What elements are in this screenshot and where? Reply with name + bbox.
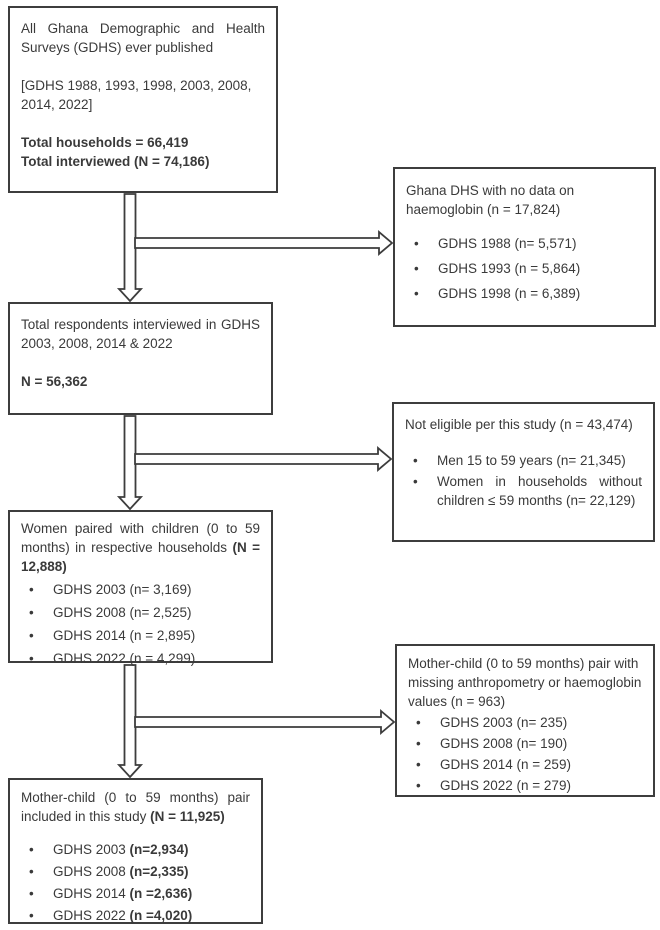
list-item: • GDHS 2003 (n=2,934)	[21, 840, 250, 859]
list-item: • GDHS 2014 (n =2,636)	[21, 884, 250, 903]
list-item-text: GDHS 2014 (n = 2,895)	[53, 628, 196, 643]
list-item: • GDHS 2014 (n = 259)	[408, 755, 642, 774]
list-item-text: GDHS 1993 (n = 5,864)	[438, 261, 581, 276]
list-item-text: GDHS 2022 (n = 279)	[440, 778, 571, 793]
box-paragraph: Not eligible per this study (n = 43,474)	[405, 417, 633, 432]
bullet-icon: •	[29, 651, 34, 666]
box-paragraph: Women paired with children (0 to 59 mont…	[21, 519, 260, 576]
right-arrow-2	[134, 446, 393, 472]
list-item-text: GDHS 2008	[53, 864, 130, 879]
list-item: • Women in households without children ≤ …	[405, 472, 642, 510]
list-item-text: GDHS 2003 (n= 235)	[440, 715, 568, 730]
right-arrow-3	[134, 709, 396, 735]
list-item-text: GDHS 1998 (n = 6,389)	[438, 286, 581, 301]
bullet-icon: •	[416, 778, 421, 793]
survey-years-line: [GDHS 1988, 1993, 1998, 2003, 2008, 2014…	[21, 78, 252, 112]
bullet-icon: •	[29, 908, 34, 923]
list-item-text: GDHS 2014 (n = 259)	[440, 757, 571, 772]
bullet-list: • GDHS 1988 (n= 5,571) • GDHS 1993 (n = 5,…	[406, 234, 643, 303]
bullet-icon: •	[414, 286, 419, 301]
paragraph-text: Women paired with children (0 to 59 mont…	[21, 521, 260, 555]
bullet-icon: •	[29, 582, 34, 597]
list-item: • GDHS 1998 (n = 6,389)	[406, 284, 643, 303]
box-included-in-study: Mother-child (0 to 59 months) pair inclu…	[8, 778, 263, 924]
list-item-text: GDHS 2022 (n = 4,299)	[53, 651, 196, 666]
box-no-haemoglobin-data: Ghana DHS with no data on haemoglobin (n…	[393, 167, 656, 327]
box-paragraph: Mother-child (0 to 59 months) pair inclu…	[21, 788, 250, 826]
list-item: • GDHS 2022 (n =4,020)	[21, 906, 250, 925]
box-all-gdhs-surveys: All Ghana Demographic and Health Surveys…	[8, 6, 278, 193]
list-item-text: Men 15 to 59 years (n= 21,345)	[437, 453, 626, 468]
list-item-text: GDHS 2022	[53, 908, 130, 923]
total-households-line: Total households = 66,419	[21, 135, 189, 150]
list-item: • GDHS 2008 (n= 190)	[408, 734, 642, 753]
box-not-eligible: Not eligible per this study (n = 43,474)…	[392, 402, 655, 542]
box-paragraph: Total respondents interviewed in GDHS 20…	[21, 317, 260, 351]
bullet-list: • Men 15 to 59 years (n= 21,345) • Women i…	[405, 451, 642, 510]
list-item: • GDHS 1993 (n = 5,864)	[406, 259, 643, 278]
list-item-count: (n=2,335)	[129, 864, 189, 879]
list-item-count: (n =2,636)	[129, 886, 193, 901]
box-missing-values: Mother-child (0 to 59 months) pair with …	[395, 644, 655, 797]
bullet-list: • GDHS 2003 (n=2,934) • GDHS 2008 (n=2,335…	[21, 840, 250, 925]
bullet-icon: •	[29, 605, 34, 620]
box-paragraph: Mother-child (0 to 59 months) pair with …	[408, 656, 642, 709]
bullet-icon: •	[414, 236, 419, 251]
list-item-text: GDHS 2003	[53, 842, 130, 857]
bullet-icon: •	[413, 453, 418, 468]
list-item-text: GDHS 2003 (n= 3,169)	[53, 582, 192, 597]
list-item: • GDHS 2003 (n= 235)	[408, 713, 642, 732]
box-total-respondents: Total respondents interviewed in GDHS 20…	[8, 302, 273, 415]
bullet-icon: •	[29, 842, 34, 857]
list-item-text: GDHS 2014	[53, 886, 130, 901]
bullet-icon: •	[416, 736, 421, 751]
list-item-text: Women in households without children ≤ 5…	[437, 474, 642, 508]
paragraph-text: Mother-child (0 to 59 months) pair inclu…	[21, 790, 250, 824]
list-item-text: GDHS 2008 (n= 2,525)	[53, 605, 192, 620]
list-item-text: GDHS 2008 (n= 190)	[440, 736, 568, 751]
paragraph-bold-count: (N = 12,888)	[21, 540, 260, 574]
down-arrow-3	[116, 664, 144, 779]
right-arrow-1	[134, 230, 394, 256]
list-item: • GDHS 2014 (n = 2,895)	[21, 626, 260, 645]
list-item-count: (n =4,020)	[129, 908, 193, 923]
bullet-icon: •	[416, 715, 421, 730]
list-item: • GDHS 2008 (n= 2,525)	[21, 603, 260, 622]
list-item: • GDHS 2008 (n=2,335)	[21, 862, 250, 881]
list-item-count: (n=2,934)	[129, 842, 189, 857]
list-item: • GDHS 2022 (n = 4,299)	[21, 649, 260, 668]
bullet-list: • GDHS 2003 (n= 235) • GDHS 2008 (n= 190) …	[408, 713, 642, 795]
bullet-list: • GDHS 2003 (n= 3,169) • GDHS 2008 (n= 2,5…	[21, 580, 260, 668]
box-paragraph: Ghana DHS with no data on haemoglobin (n…	[406, 183, 575, 217]
list-item: • GDHS 2003 (n= 3,169)	[21, 580, 260, 599]
box-paragraph: All Ghana Demographic and Health Surveys…	[21, 21, 265, 55]
list-item-text: GDHS 1988 (n= 5,571)	[438, 236, 577, 251]
bullet-icon: •	[413, 474, 418, 489]
bullet-icon: •	[414, 261, 419, 276]
box-women-paired: Women paired with children (0 to 59 mont…	[8, 510, 273, 666]
list-item: • GDHS 2022 (n = 279)	[408, 776, 642, 795]
paragraph-bold-count: (N = 11,925)	[150, 809, 225, 824]
bullet-icon: •	[416, 757, 421, 772]
down-arrow-2	[116, 415, 144, 511]
down-arrow-1	[116, 193, 144, 303]
respondents-total-line: N = 56,362	[21, 374, 88, 389]
bullet-icon: •	[29, 886, 34, 901]
list-item: • Men 15 to 59 years (n= 21,345)	[405, 451, 642, 470]
total-interviewed-line: Total interviewed (N = 74,186)	[21, 154, 210, 169]
bullet-icon: •	[29, 864, 34, 879]
bullet-icon: •	[29, 628, 34, 643]
list-item: • GDHS 1988 (n= 5,571)	[406, 234, 643, 253]
